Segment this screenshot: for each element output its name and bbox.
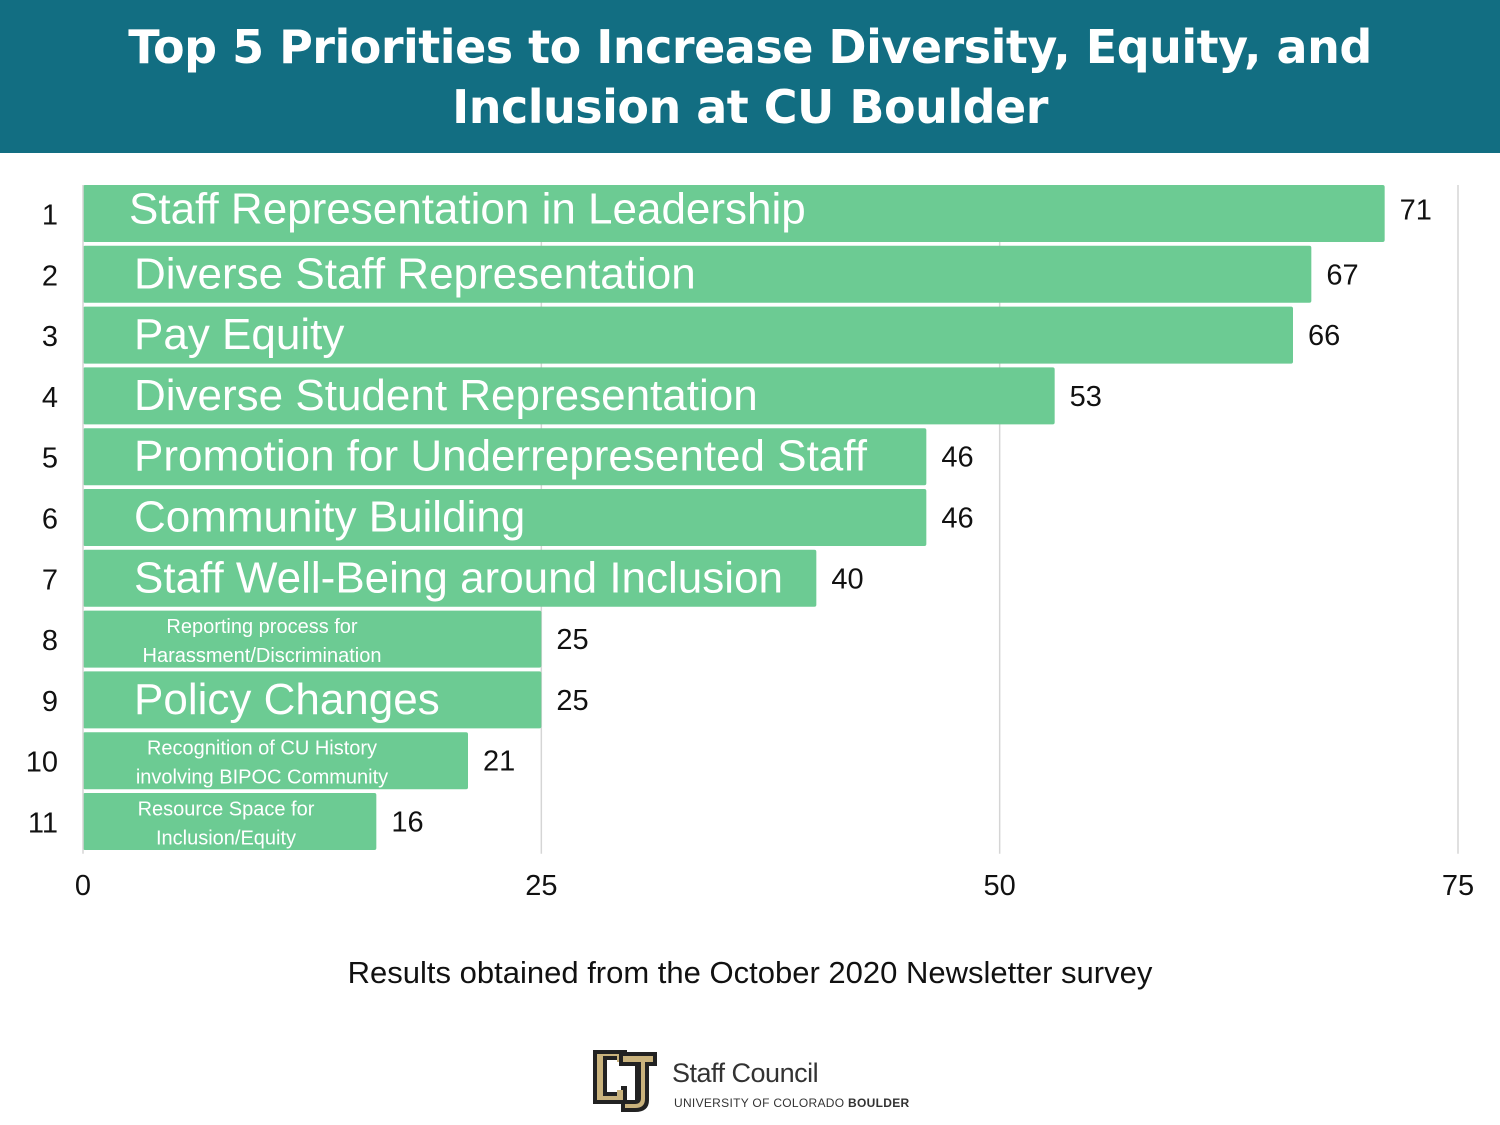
rank-label: 6 — [42, 504, 58, 536]
bar-label: Promotion for Underrepresented Staff — [134, 432, 868, 481]
value-label: 46 — [941, 442, 973, 474]
rank-label: 11 — [28, 808, 58, 840]
value-label: 25 — [556, 685, 588, 717]
logo-subtitle-regular: UNIVERSITY OF COLORADO — [674, 1096, 849, 1110]
bar-2 — [83, 245, 1312, 303]
logo-subtitle: UNIVERSITY OF COLORADO BOULDER — [674, 1096, 909, 1110]
footnote: Results obtained from the October 2020 N… — [347, 955, 1153, 990]
bar-label: Pay Equity — [134, 310, 344, 359]
rank-label: 3 — [42, 321, 58, 353]
x-tick-label: 75 — [1442, 870, 1474, 902]
bar-label: Diverse Staff Representation — [134, 249, 696, 298]
bar-1 — [83, 185, 1385, 242]
bar-label: Reporting process for — [166, 616, 358, 638]
rank-label: 8 — [42, 625, 58, 657]
rank-label: 9 — [42, 686, 58, 718]
x-tick-label: 25 — [525, 870, 557, 902]
value-label: 53 — [1070, 381, 1102, 413]
bar-label: Harassment/Discrimination — [143, 645, 382, 667]
value-label: 67 — [1326, 259, 1358, 291]
bar-4 — [83, 367, 1055, 425]
rank-label: 5 — [42, 443, 58, 475]
logo-subtitle-bold: BOULDER — [848, 1096, 910, 1110]
value-label: 21 — [483, 746, 515, 778]
logo-title: Staff Council — [672, 1058, 819, 1088]
value-label: 25 — [556, 624, 588, 656]
bar-label: Community Building — [134, 493, 525, 542]
bar-label: Resource Space for — [138, 799, 315, 821]
bar-10 — [83, 732, 468, 790]
header-banner: Top 5 Priorities to Increase Diversity, … — [0, 0, 1500, 153]
bar-3 — [83, 306, 1293, 364]
value-label: 16 — [391, 807, 423, 839]
bar-6 — [83, 489, 927, 546]
bar-label: Policy Changes — [134, 675, 440, 724]
bar-label: involving BIPOC Community — [136, 767, 388, 789]
value-label: 71 — [1400, 195, 1432, 227]
rank-label: 4 — [42, 382, 58, 414]
rank-label: 7 — [42, 564, 58, 596]
cu-logo-icon — [593, 1050, 657, 1112]
value-label: 40 — [831, 563, 863, 595]
rank-label: 1 — [42, 200, 58, 232]
rank-label: 10 — [26, 747, 58, 779]
bar-label: Recognition of CU History — [147, 738, 377, 760]
bar-8 — [83, 610, 542, 668]
bar-5 — [83, 428, 927, 486]
page-title: Top 5 Priorities to Increase Diversity, … — [128, 19, 1372, 134]
x-tick-label: 50 — [984, 870, 1016, 902]
value-label: 46 — [941, 503, 973, 535]
bar-label: Diverse Student Representation — [134, 371, 758, 420]
rank-label: 2 — [42, 260, 58, 292]
staff-council-logo: Staff Council UNIVERSITY OF COLORADO BOU… — [590, 1046, 920, 1114]
bar-label: Staff Representation in Leadership — [129, 185, 806, 234]
bar-label: Staff Well-Being around Inclusion — [134, 553, 783, 602]
x-tick-label: 0 — [75, 870, 91, 902]
bar-label: Inclusion/Equity — [156, 828, 296, 850]
bar-11 — [83, 793, 377, 850]
bar-9 — [83, 671, 542, 729]
value-label: 66 — [1308, 320, 1340, 352]
bar-7 — [83, 549, 817, 607]
